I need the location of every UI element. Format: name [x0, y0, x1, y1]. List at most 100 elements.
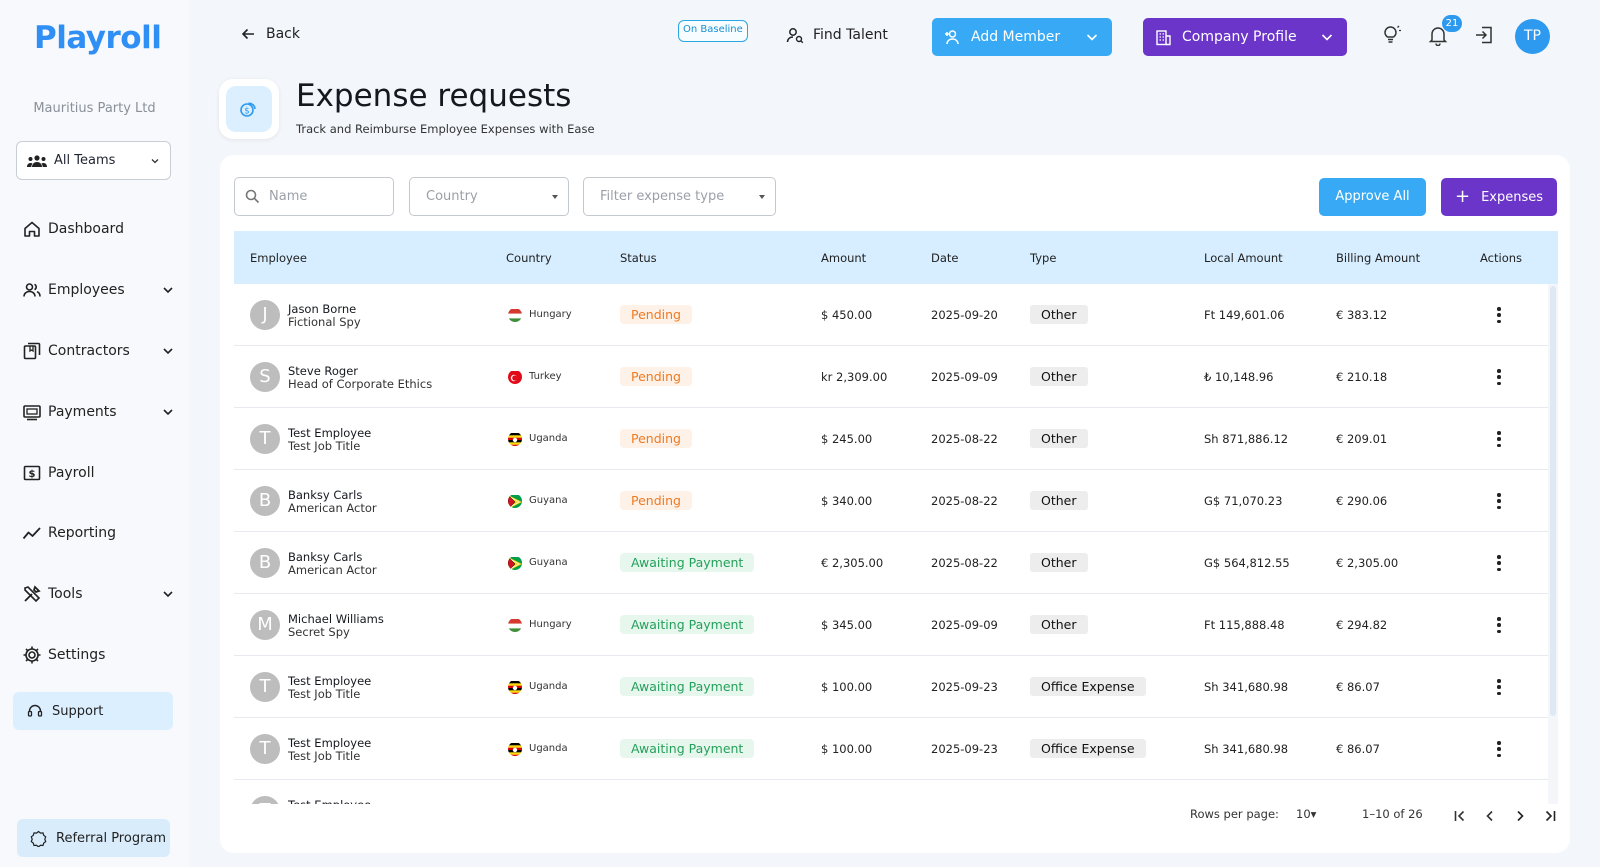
nav-item-payroll[interactable]: $ Payroll: [22, 458, 174, 488]
employee-name[interactable]: Test Employee: [288, 426, 372, 440]
table-row[interactable]: B Banksy Carls American Actor Guyana Pending…: [234, 470, 1548, 532]
country-name: Uganda: [529, 743, 568, 754]
chevron-down-icon: [163, 287, 173, 294]
employee-name[interactable]: Jason Borne: [288, 302, 357, 316]
logout-icon[interactable]: [1473, 24, 1495, 46]
table-row[interactable]: J Jason Borne Fictional Spy Hungary Pending $…: [234, 284, 1548, 346]
back-button[interactable]: Back: [240, 26, 300, 42]
coins-icon: $: [240, 102, 256, 117]
support-button[interactable]: Support: [13, 692, 173, 730]
row-actions-menu-icon[interactable]: [1490, 428, 1508, 450]
company-profile-dropdown[interactable]: [1307, 18, 1347, 56]
nav-label: Settings: [48, 647, 106, 663]
table-row[interactable]: T Test Employee: [234, 780, 1548, 804]
svg-text:$: $: [29, 469, 36, 480]
expense-type-badge: Other: [1030, 367, 1088, 386]
name-search-input[interactable]: Name: [234, 177, 394, 216]
employee-name[interactable]: Banksy Carls: [288, 488, 363, 502]
nav-item-dashboard[interactable]: Dashboard: [22, 214, 174, 244]
employee-name[interactable]: Test Employee: [288, 736, 372, 750]
approve-all-button[interactable]: Approve All: [1319, 178, 1426, 216]
employee-avatar: J: [250, 300, 280, 330]
scrollbar-thumb[interactable]: [1550, 286, 1556, 716]
expense-date: 2025-08-22: [931, 556, 998, 570]
team-select[interactable]: All Teams: [16, 141, 171, 180]
header-local-amount[interactable]: Local Amount: [1204, 250, 1283, 265]
dollar-icon: $: [23, 465, 41, 481]
header-employee[interactable]: Employee: [250, 250, 307, 265]
expense-type-select[interactable]: Filter expense type: [583, 177, 776, 216]
country-select[interactable]: Country: [409, 177, 569, 216]
employee-name[interactable]: Banksy Carls: [288, 550, 363, 564]
gear-icon: [23, 646, 41, 664]
team-select-label: All Teams: [54, 153, 116, 168]
rows-per-page-select[interactable]: 10▾: [1296, 807, 1317, 821]
row-actions-menu-icon[interactable]: [1490, 304, 1508, 326]
billing-amount: € 294.82: [1336, 618, 1388, 632]
expense-type-placeholder: Filter expense type: [600, 189, 725, 204]
header-country[interactable]: Country: [506, 250, 552, 265]
table-row[interactable]: M Michael Williams Secret Spy Hungary Awaiti…: [234, 594, 1548, 656]
row-actions-menu-icon[interactable]: [1490, 614, 1508, 636]
table-row[interactable]: T Test Employee Test Job Title Uganda Pendin…: [234, 408, 1548, 470]
employee-avatar: B: [250, 548, 280, 578]
add-member-dropdown[interactable]: [1072, 18, 1112, 56]
headset-icon: [27, 704, 43, 717]
company-profile-button[interactable]: Company Profile: [1143, 18, 1347, 56]
header-status[interactable]: Status: [620, 250, 657, 265]
expense-type-badge: Office Expense: [1030, 677, 1146, 696]
billing-amount: € 209.01: [1336, 432, 1388, 446]
expense-amount: € 2,305.00: [821, 556, 884, 570]
header-type[interactable]: Type: [1030, 250, 1057, 265]
add-expenses-button[interactable]: + Expenses: [1441, 178, 1557, 216]
expense-date: 2025-09-09: [931, 370, 998, 384]
employee-avatar: B: [250, 486, 280, 516]
header-date[interactable]: Date: [931, 250, 959, 265]
nav-item-settings[interactable]: Settings: [22, 640, 174, 670]
bell-icon[interactable]: [1427, 24, 1449, 46]
row-actions-menu-icon[interactable]: [1490, 676, 1508, 698]
employee-name[interactable]: Test Employee: [288, 674, 372, 688]
row-actions-menu-icon[interactable]: [1490, 738, 1508, 760]
table-row[interactable]: T Test Employee Test Job Title Uganda Awaiti…: [234, 718, 1548, 780]
playroll-logo[interactable]: Playroll: [34, 20, 162, 56]
find-talent-button[interactable]: Find Talent: [786, 26, 888, 44]
nav-item-payments[interactable]: Payments: [22, 397, 174, 427]
nav-item-tools[interactable]: Tools: [22, 579, 174, 609]
table-row[interactable]: B Banksy Carls American Actor Guyana Awaitin…: [234, 532, 1548, 594]
employee-avatar: T: [250, 734, 280, 764]
nav-item-employees[interactable]: Employees: [22, 275, 174, 305]
expense-date: 2025-09-23: [931, 680, 998, 694]
badge-icon: [30, 830, 47, 847]
expense-type-badge: Other: [1030, 491, 1088, 510]
user-search-icon: [786, 28, 804, 44]
nav-item-reporting[interactable]: Reporting: [22, 518, 174, 548]
last-page-button[interactable]: [1540, 807, 1560, 825]
first-page-button[interactable]: [1450, 807, 1470, 825]
row-actions-menu-icon[interactable]: [1490, 552, 1508, 574]
notification-count-badge: 21: [1442, 15, 1462, 32]
referral-program-button[interactable]: Referral Program: [17, 819, 170, 857]
header-billing-amount[interactable]: Billing Amount: [1336, 250, 1421, 265]
employee-name[interactable]: Test Employee: [288, 798, 371, 804]
next-page-button[interactable]: [1510, 807, 1530, 825]
company-name: Mauritius Party Ltd: [33, 101, 156, 116]
nav-label: Contractors: [48, 343, 130, 359]
lightbulb-icon[interactable]: [1380, 24, 1402, 46]
table-scrollbar[interactable]: [1548, 284, 1558, 804]
users-icon: [23, 283, 41, 297]
user-avatar[interactable]: TP: [1515, 19, 1550, 54]
status-badge: Awaiting Payment: [620, 677, 755, 696]
baseline-badge[interactable]: On Baseline: [678, 20, 748, 42]
employee-name[interactable]: Steve Roger: [288, 364, 359, 378]
employee-name[interactable]: Michael Williams: [288, 612, 384, 626]
header-amount[interactable]: Amount: [821, 250, 867, 265]
previous-page-button[interactable]: [1480, 807, 1500, 825]
header-actions: Actions: [1480, 250, 1523, 265]
row-actions-menu-icon[interactable]: [1490, 366, 1508, 388]
table-row[interactable]: T Test Employee Test Job Title Uganda Awaiti…: [234, 656, 1548, 718]
row-actions-menu-icon[interactable]: [1490, 490, 1508, 512]
nav-item-contractors[interactable]: Contractors: [22, 336, 174, 366]
add-member-button[interactable]: Add Member: [932, 18, 1112, 56]
table-row[interactable]: S Steve Roger Head of Corporate Ethics Turk…: [234, 346, 1548, 408]
